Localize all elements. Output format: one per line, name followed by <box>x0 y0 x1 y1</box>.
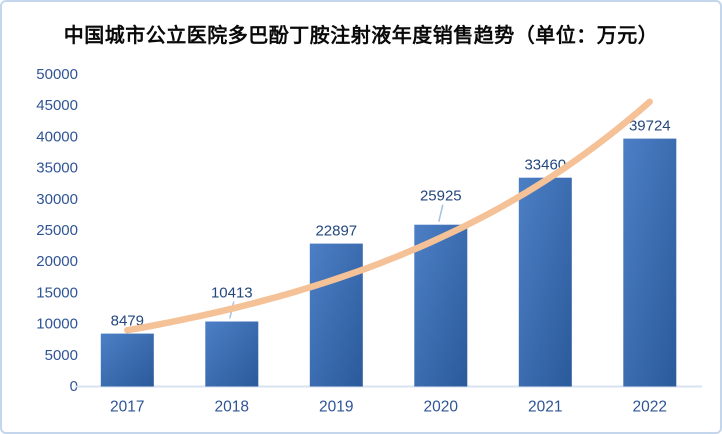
y-axis-label-20000: 20000 <box>36 253 78 270</box>
y-axis-label-5000: 5000 <box>45 347 78 364</box>
y-axis-label-0: 0 <box>70 378 78 395</box>
value-label-2022: 39724 <box>629 118 671 135</box>
value-label-2018: 10413 <box>211 285 253 302</box>
label-leader-line <box>438 204 444 222</box>
y-axis-label-35000: 35000 <box>36 160 78 177</box>
bar-2020 <box>414 224 468 387</box>
y-axis-label-50000: 50000 <box>36 66 78 83</box>
y-axis-label-45000: 45000 <box>36 97 78 114</box>
y-axis-label-30000: 30000 <box>36 191 78 208</box>
x-axis-label-2019: 2019 <box>319 399 353 416</box>
bar-2018 <box>205 321 259 387</box>
value-label-2021: 33460 <box>524 157 566 174</box>
x-axis-label-2021: 2021 <box>528 399 562 416</box>
bar-2017 <box>100 333 154 387</box>
bar-2022 <box>623 138 677 387</box>
bar-2021 <box>518 177 572 387</box>
y-axis-label-40000: 40000 <box>36 128 78 145</box>
trendline-curve <box>124 98 653 334</box>
x-axis-label-2018: 2018 <box>215 399 249 416</box>
value-label-2019: 22897 <box>315 223 357 240</box>
y-axis-label-15000: 15000 <box>36 284 78 301</box>
value-label-2017: 8479 <box>111 313 144 330</box>
x-axis-label-2020: 2020 <box>424 399 459 416</box>
y-axis-label-25000: 25000 <box>36 222 78 239</box>
x-axis-label-2022: 2022 <box>633 399 667 416</box>
x-axis-label-2017: 2017 <box>110 399 144 416</box>
y-axis-label-10000: 10000 <box>36 316 78 333</box>
value-label-2020: 25925 <box>420 188 462 205</box>
chart-title: 中国城市公立医院多巴酚丁胺注射液年度销售趋势（单位：万元） <box>63 25 659 47</box>
bar-2019 <box>309 243 363 387</box>
